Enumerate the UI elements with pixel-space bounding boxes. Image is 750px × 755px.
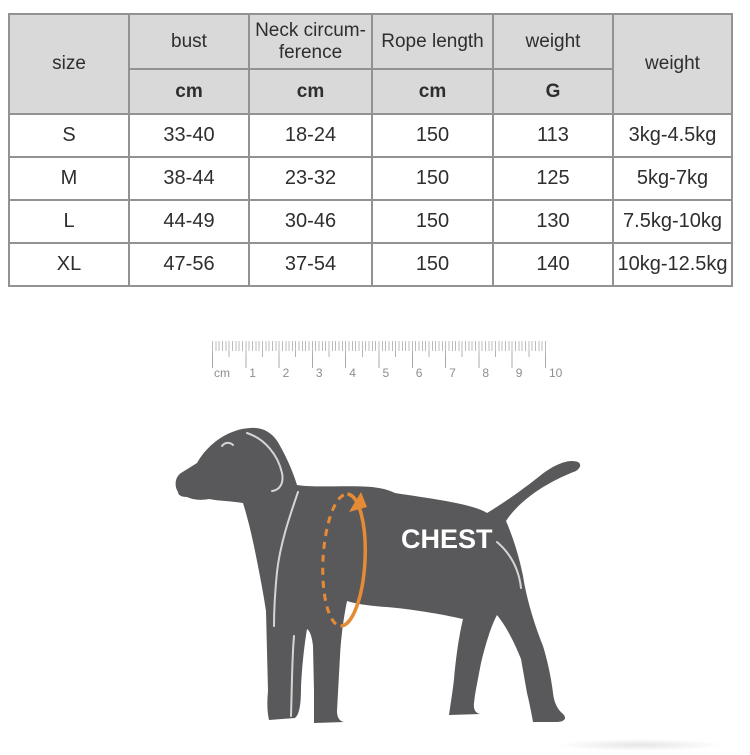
table-row-m: M 38-44 23-32 150 125 5kg-7kg [8,156,733,201]
header-rope-length: Rope length [371,13,494,70]
cell-rope: 150 [371,156,494,201]
table-row-xl: XL 47-56 37-54 150 140 10kg-12.5kg [8,242,733,287]
ruler-number: 4 [349,366,356,380]
cell-rope: 150 [371,242,494,287]
cell-weight-g: 130 [492,199,614,244]
size-chart-table: size bust Neck circum- ference Rope leng… [8,13,733,287]
arrow-up-icon [349,492,367,512]
ruler-ticks [212,341,547,368]
cell-neck: 23-32 [248,156,373,201]
header-weight-grams: weight [492,13,614,70]
cell-bust: 44-49 [128,199,250,244]
header-neck-circumference: Neck circum- ference [248,13,373,70]
ruler-number: 8 [482,366,490,380]
cell-rope: 150 [371,113,494,158]
header-size: size [8,13,130,115]
cell-rope: 150 [371,199,494,244]
cell-weight-range: 5kg-7kg [612,156,733,201]
ruler: cm 1 2 3 4 5 6 7 8 9 10 [212,341,562,383]
cell-weight-range: 7.5kg-10kg [612,199,733,244]
ruler-number: 7 [449,366,456,380]
cell-size: XL [8,242,130,287]
cell-neck: 18-24 [248,113,373,158]
cell-neck: 37-54 [248,242,373,287]
cell-weight-range: 3kg-4.5kg [612,113,733,158]
cell-bust: 38-44 [128,156,250,201]
ruler-unit-label: cm [214,366,230,380]
ruler-number: 5 [382,366,390,380]
ruler-number: 2 [282,366,290,380]
cell-bust: 33-40 [128,113,250,158]
ruler-number: 9 [515,366,523,380]
ruler-number: 6 [415,366,423,380]
cell-weight-g: 140 [492,242,614,287]
cell-bust: 47-56 [128,242,250,287]
cell-weight-range: 10kg-12.5kg [612,242,733,287]
dog-silhouette-icon: CHEST [175,427,581,723]
cell-size: L [8,199,130,244]
ruler-number: 1 [249,366,256,380]
unit-neck-cm: cm [248,68,373,115]
chest-label: CHEST [401,524,493,554]
dog-measurement-diagram: CHEST [150,400,600,750]
unit-rope-cm: cm [371,68,494,115]
cell-weight-g: 113 [492,113,614,158]
ruler-number: 10 [549,366,563,380]
cell-weight-g: 125 [492,156,614,201]
unit-weight-g: G [492,68,614,115]
cell-size: S [8,113,130,158]
ruler-number: 3 [315,366,323,380]
header-weight-range: weight [612,13,733,115]
header-bust: bust [128,13,250,70]
table-row-s: S 33-40 18-24 150 113 3kg-4.5kg [8,113,733,158]
unit-bust-cm: cm [128,68,250,115]
table-row-l: L 44-49 30-46 150 130 7.5kg-10kg [8,199,733,244]
cell-neck: 30-46 [248,199,373,244]
floor-shadow [555,739,725,751]
cell-size: M [8,156,130,201]
